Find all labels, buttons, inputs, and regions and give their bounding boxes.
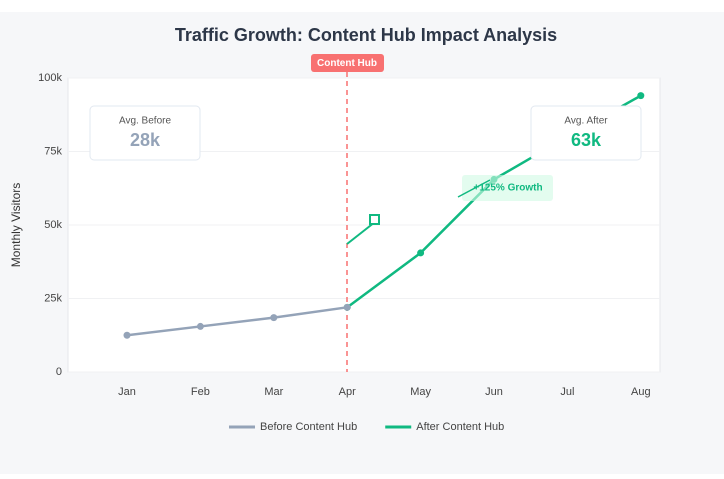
- y-tick-label: 25k: [44, 292, 62, 304]
- growth-label: +125% Growth: [473, 183, 542, 194]
- avg-before-box: [89, 105, 201, 161]
- x-tick-label: Jul: [560, 386, 574, 398]
- y-tick-label: 50k: [44, 219, 62, 231]
- legend: Before Content Hub After Content Hub: [229, 421, 504, 433]
- data-point: [196, 322, 204, 330]
- y-tick-label: 75k: [44, 145, 62, 157]
- x-tick-label: Jan: [118, 386, 136, 398]
- avg-after-box: [530, 105, 642, 161]
- data-point: [417, 249, 425, 257]
- y-tick-label: 100k: [38, 72, 62, 84]
- annotation-marker: [369, 214, 380, 225]
- x-tick-label: Aug: [631, 386, 651, 398]
- data-point: [637, 92, 645, 100]
- x-tick-label: Apr: [339, 386, 356, 398]
- x-tick-label: Mar: [264, 386, 283, 398]
- x-tick-label: Feb: [191, 386, 210, 398]
- x-tick-label: May: [410, 386, 431, 398]
- data-point: [270, 314, 278, 322]
- annotation-arrow: [346, 221, 376, 245]
- legend-label: Before Content Hub: [260, 421, 357, 433]
- data-point: [123, 331, 131, 339]
- avg-before-value: 28k: [130, 130, 161, 150]
- content-hub-badge: [311, 54, 384, 72]
- series-line: [126, 306, 348, 337]
- x-tick-label: Jun: [485, 386, 503, 398]
- avg-after-value: 63k: [571, 130, 602, 150]
- chart-title: Traffic Growth: Content Hub Impact Analy…: [175, 25, 557, 45]
- avg-before-label: Avg. Before: [119, 116, 172, 127]
- data-point: [343, 303, 351, 311]
- avg-after-label: Avg. After: [564, 116, 608, 127]
- grid: 0 25k 50k 75k 100k Jan Feb Mar Apr May Jun Jul Aug: [38, 72, 660, 398]
- growth-badge: [462, 175, 553, 201]
- growth-arrow: [457, 179, 491, 198]
- y-axis-label: Monthly Visitors: [9, 183, 23, 267]
- y-tick-label: 0: [56, 366, 62, 378]
- content-hub-label: Content Hub: [317, 58, 377, 69]
- legend-label: After Content Hub: [416, 421, 504, 433]
